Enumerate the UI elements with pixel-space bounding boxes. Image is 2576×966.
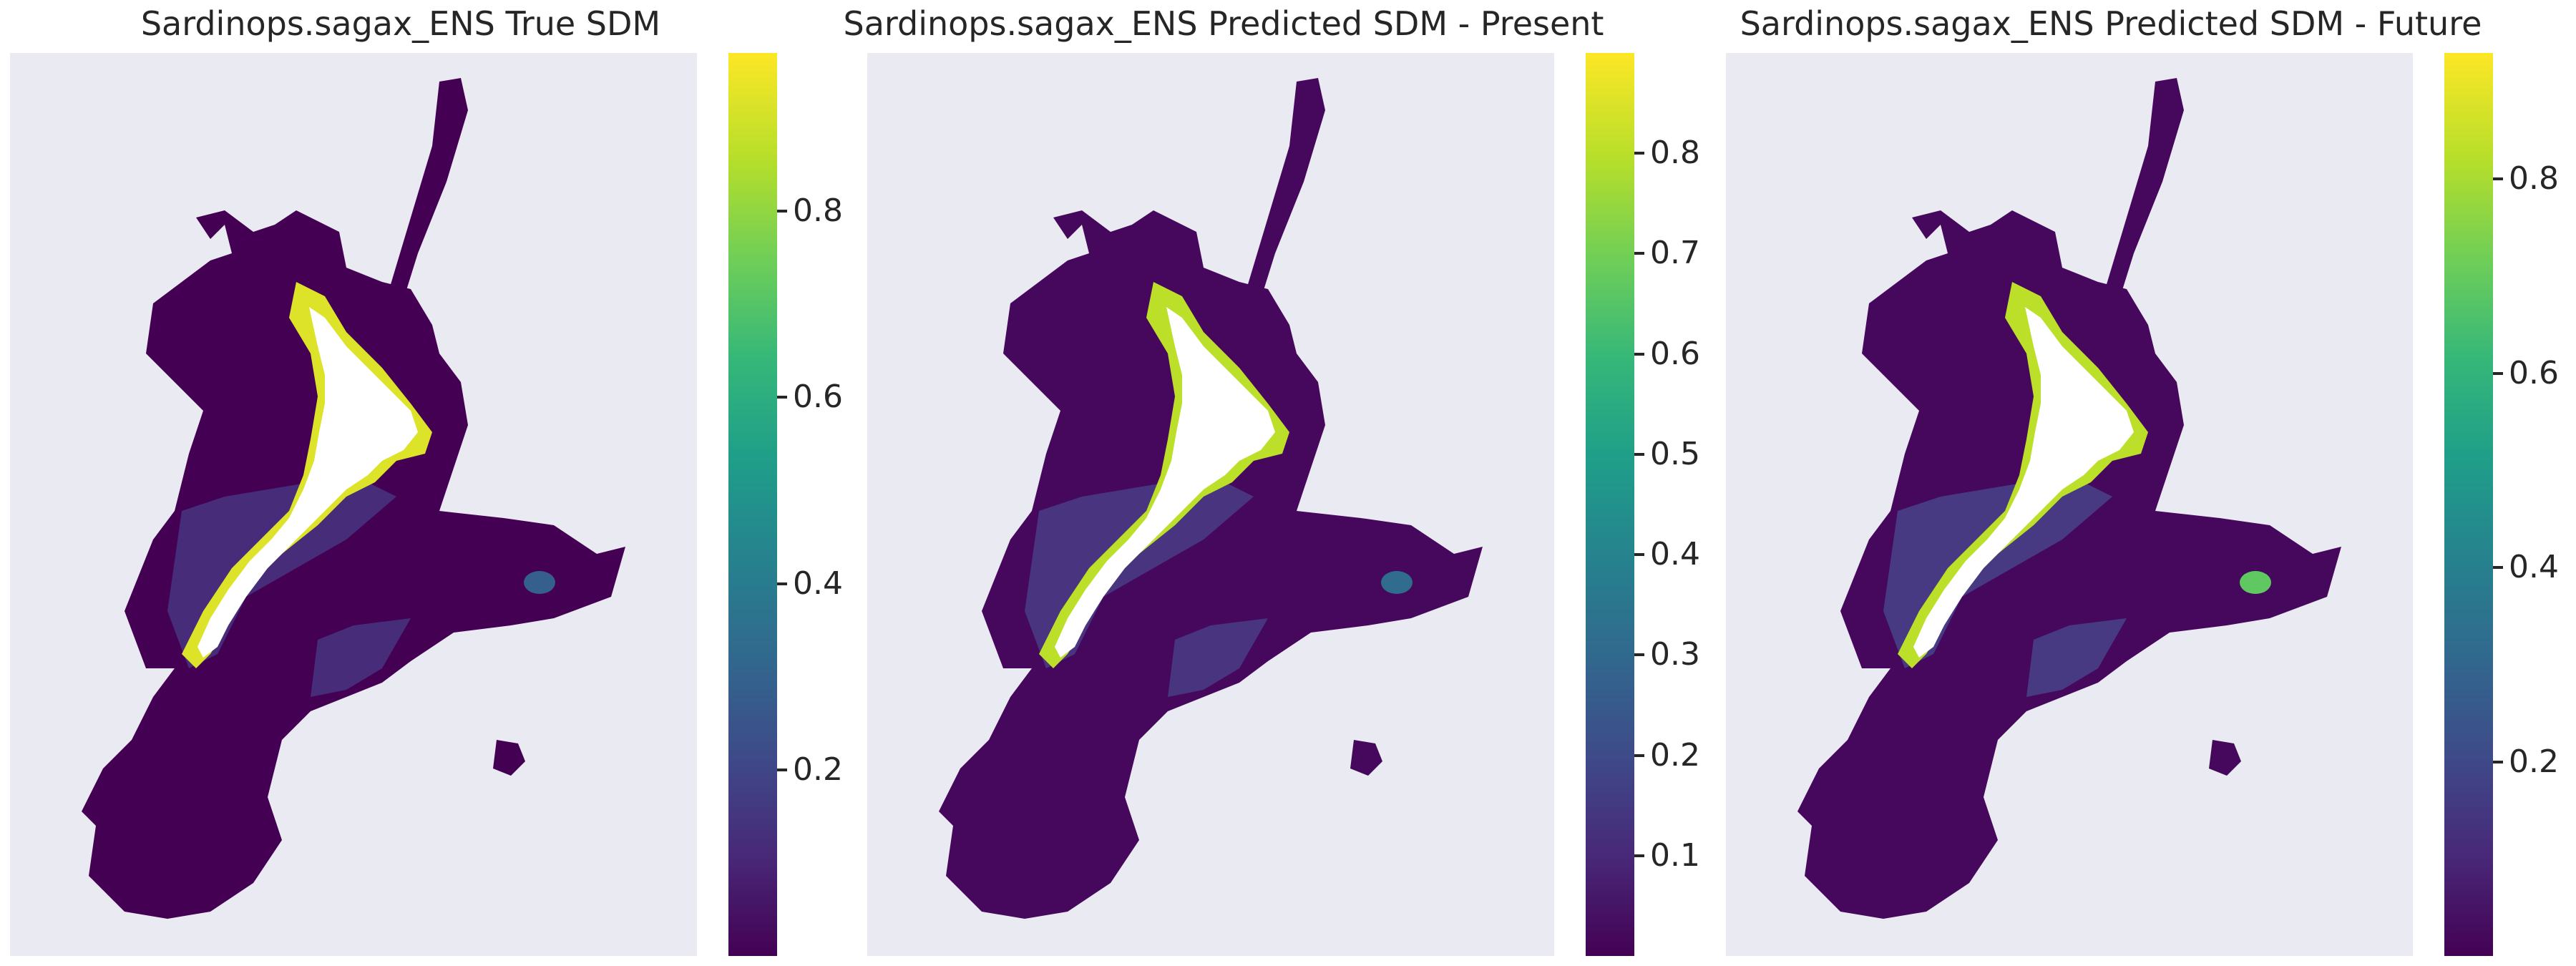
colorbar-tick-label: 0.3 [1650, 636, 1700, 673]
colorbar-tick-mark [777, 768, 787, 771]
colorbar-tick-mark [777, 582, 787, 585]
colorbar-tick-label: 0.2 [2509, 743, 2559, 780]
colorbar: 0.2 0.4 0.6 0.8 [2444, 53, 2559, 956]
chatham-hotspot [524, 571, 555, 594]
colorbar-tick-mark [1634, 653, 1644, 657]
colorbar-tick-label: 0.7 [1650, 235, 1700, 272]
colorbar-tick-mark [777, 210, 787, 213]
colorbar-tick-label: 0.2 [793, 751, 843, 788]
colorbar-tick-label: 0.6 [2509, 354, 2559, 391]
colorbar-tick-mark [2493, 177, 2503, 181]
panel-predicted-future: Sardinops.sagax_ENS Predicted SDM - Futu… [1660, 0, 2576, 966]
colorbar-tick-mark [2493, 566, 2503, 570]
colorbar-tick-mark [2493, 371, 2503, 375]
colorbar-gradient [728, 53, 777, 956]
colorbar-tick-mark [1634, 753, 1644, 757]
sdm-map [10, 53, 697, 956]
colorbar-tick-label: 0.1 [1650, 836, 1700, 874]
colorbar-tick-mark [1634, 252, 1644, 255]
colorbar-tick-mark [1634, 553, 1644, 557]
chatham-hotspot [1381, 571, 1413, 594]
map-svg [939, 78, 1483, 919]
panel-predicted-present: Sardinops.sagax_ENS Predicted SDM - Pres… [801, 0, 1700, 966]
sdm-map [1726, 53, 2413, 956]
colorbar-tick-label: 0.4 [2509, 549, 2559, 586]
map-svg [1797, 78, 2341, 919]
colorbar-tick-label: 0.4 [1650, 536, 1700, 573]
panel-title: Sardinops.sagax_ENS Predicted SDM - Futu… [1740, 4, 2482, 43]
colorbar-tick-mark [777, 396, 787, 399]
colorbar-tick-label: 0.6 [793, 379, 843, 416]
panel-title: Sardinops.sagax_ENS Predicted SDM - Pres… [843, 4, 1604, 43]
chatham-hotspot [2240, 571, 2271, 594]
colorbar: 0.2 0.4 0.6 0.8 [728, 53, 843, 956]
colorbar-tick-mark [1634, 152, 1644, 155]
panel-title: Sardinops.sagax_ENS True SDM [140, 4, 661, 43]
colorbar-tick-label: 0.2 [1650, 736, 1700, 774]
colorbar-tick-mark [1634, 452, 1644, 456]
colorbar-gradient [1586, 53, 1634, 956]
sdm-map [867, 53, 1554, 956]
colorbar-tick-mark [1634, 352, 1644, 356]
colorbar-tick-label: 0.5 [1650, 435, 1700, 472]
colorbar-tick-label: 0.6 [1650, 335, 1700, 372]
colorbar-tick-mark [1634, 854, 1644, 857]
panel-true-sdm: Sardinops.sagax_ENS True SDM 0.2 0.4 0.6 0.… [0, 0, 843, 966]
colorbar-tick-label: 0.8 [1650, 135, 1700, 172]
colorbar-gradient [2444, 53, 2493, 956]
colorbar-tick-label: 0.4 [793, 565, 843, 602]
colorbar-tick-mark [2493, 760, 2503, 763]
colorbar-tick-label: 0.8 [2509, 160, 2559, 197]
colorbar-tick-label: 0.8 [793, 192, 843, 230]
colorbar: 0.1 0.2 0.3 0.4 0.5 0.6 0.7 0.8 [1586, 53, 1700, 956]
map-svg [82, 78, 625, 919]
